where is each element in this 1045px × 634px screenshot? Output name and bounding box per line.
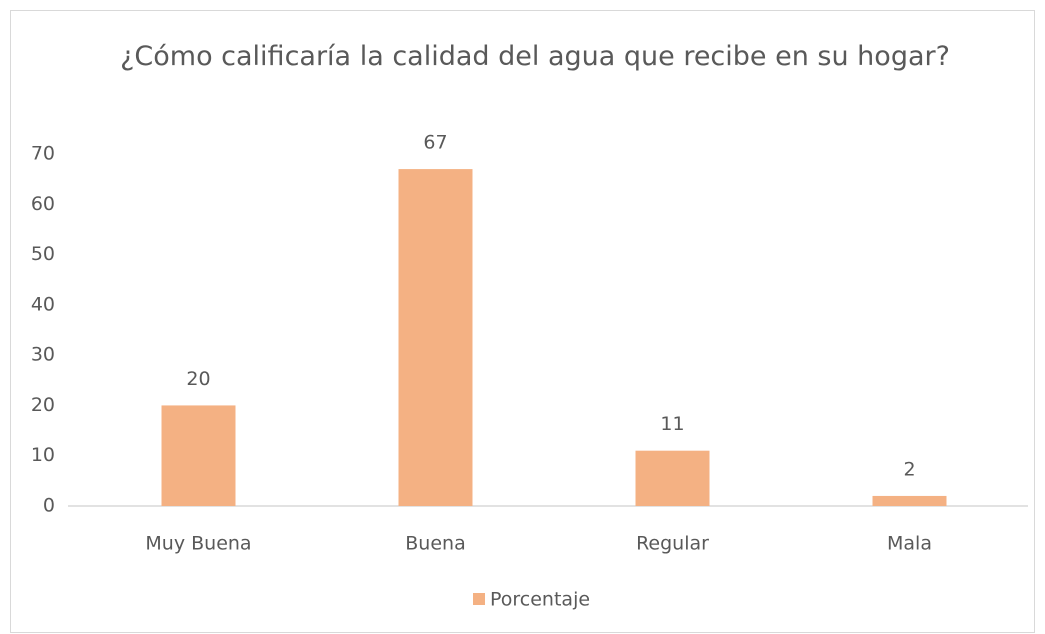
x-tick-label: Mala xyxy=(887,533,932,555)
bar xyxy=(161,405,236,506)
x-tick-label: Buena xyxy=(405,533,465,555)
chart-border xyxy=(10,10,1035,633)
y-tick-label: 10 xyxy=(31,444,55,466)
legend-label: Porcentaje xyxy=(490,589,590,611)
y-tick-label: 60 xyxy=(31,193,55,215)
bar xyxy=(398,169,473,507)
chart-title: ¿Cómo calificaría la calidad del agua qu… xyxy=(120,41,950,72)
y-tick-label: 40 xyxy=(31,293,55,315)
y-tick-label: 50 xyxy=(31,243,55,265)
data-label: 11 xyxy=(660,413,684,435)
data-label: 67 xyxy=(423,132,447,154)
y-tick-label: 20 xyxy=(31,394,55,416)
bar xyxy=(635,450,710,506)
data-label: 2 xyxy=(903,458,915,480)
x-tick-label: Muy Buena xyxy=(145,533,251,555)
y-tick-label: 70 xyxy=(31,143,55,165)
bar xyxy=(872,495,947,506)
data-label: 20 xyxy=(186,368,210,390)
y-tick-label: 0 xyxy=(43,495,55,517)
y-tick-label: 30 xyxy=(31,344,55,366)
legend-swatch xyxy=(473,593,485,605)
x-tick-label: Regular xyxy=(636,533,709,555)
